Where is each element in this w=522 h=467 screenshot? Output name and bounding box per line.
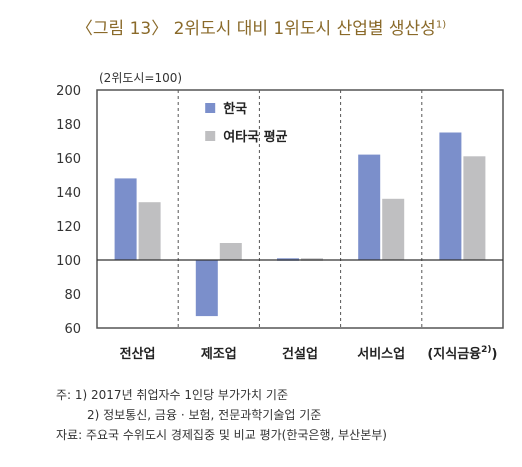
x-category-label: 제조업: [201, 347, 237, 362]
footnotes: 주: 1) 2017년 취업자수 1인당 부가가치 기준 2) 정보통신, 금융…: [56, 385, 387, 445]
bar: [138, 202, 161, 260]
figure-title-text: 〈그림 13〉 2위도시 대비 1위도시 산업별 생산성: [75, 19, 436, 39]
bar: [439, 132, 462, 260]
y-tick-label: 200: [56, 84, 81, 99]
source-note: 자료: 주요국 수위도시 경제집중 및 비교 평가(한국은행, 부산본부): [56, 428, 387, 442]
x-category-label: (지식금융2)): [427, 345, 497, 362]
x-category-label: 건설업: [282, 346, 318, 362]
y-tick-label: 80: [64, 288, 81, 303]
legend-label: 여타국 평균: [223, 129, 287, 145]
footnote-2: 2) 정보통신, 금융 · 보험, 전문과학기술업 기준: [87, 408, 322, 422]
legend-label: 한국: [223, 101, 247, 117]
bar: [195, 260, 218, 317]
x-category-label: 서비스업: [357, 347, 405, 362]
figure-title: 〈그림 13〉 2위도시 대비 1위도시 산업별 생산성1): [0, 14, 522, 39]
bar: [358, 154, 381, 260]
bar: [463, 156, 486, 260]
y-tick-label: 180: [56, 118, 81, 133]
legend-swatch: [205, 131, 216, 141]
legend-swatch: [205, 103, 216, 113]
y-tick-label: 160: [56, 152, 81, 167]
y-tick-label: 100: [56, 254, 81, 269]
unit-label: (2위도시=100): [99, 71, 182, 85]
bar-chart: 60 80 100 120 140 160 180 200 (2위도시=100) 전산업 제조업 건설…: [56, 71, 504, 362]
plot-frame: [96, 89, 504, 329]
y-tick-label: 140: [56, 186, 81, 201]
x-category-label: 전산업: [120, 346, 156, 362]
footnote-1: 주: 1) 2017년 취업자수 1인당 부가가치 기준: [56, 388, 288, 402]
bar: [219, 243, 242, 260]
figure-title-footnote: 1): [435, 19, 447, 31]
y-tick-label: 120: [56, 220, 81, 235]
bar: [382, 198, 405, 260]
y-tick-label: 60: [64, 322, 81, 337]
bar: [114, 178, 137, 260]
